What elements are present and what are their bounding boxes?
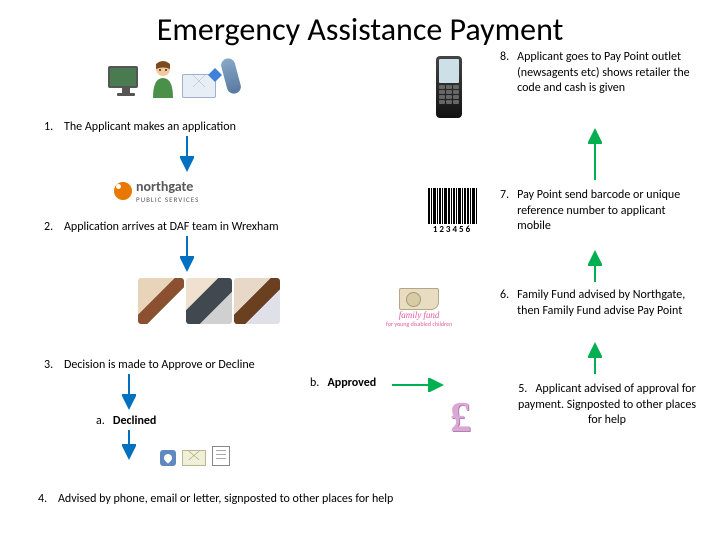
- step2-num: 2.: [44, 220, 53, 234]
- step2-text: 2. Application arrives at DAF team in Wr…: [44, 220, 344, 236]
- people-photos: [138, 278, 280, 324]
- step2-body: Application arrives at DAF team in Wrexh…: [64, 220, 279, 234]
- arrow-1-to-2: [180, 136, 194, 172]
- step6-text: 6. Family Fund advised by Northgate, the…: [500, 288, 700, 319]
- familyfund-icon: family fund for young disabled children: [386, 288, 452, 328]
- familyfund-label: family fund: [399, 310, 440, 320]
- envelope-icon: [182, 74, 216, 98]
- northgate-brand: northgate: [136, 178, 199, 195]
- step1-text: 1. The Applicant makes an application: [44, 120, 324, 136]
- step7-body: Pay Point send barcode or unique referen…: [517, 188, 700, 235]
- small-mail-icon: [182, 450, 206, 466]
- step5-text: 5. Applicant advised of approval for pay…: [512, 382, 702, 429]
- barcode-number: 123456: [433, 224, 472, 235]
- step6-body: Family Fund advised by Northgate, then F…: [517, 288, 700, 319]
- step7-text: 7. Pay Point send barcode or unique refe…: [500, 188, 700, 235]
- person-icon: [148, 60, 178, 98]
- step5-body: Applicant advised of approval for paymen…: [518, 382, 696, 427]
- step3a-num: a.: [96, 414, 105, 428]
- northgate-dot-icon: [114, 182, 132, 200]
- northgate-sub: PUBLIC SERVICES: [136, 195, 199, 204]
- step1-body: The Applicant makes an application: [64, 120, 236, 134]
- step4-num: 4.: [38, 492, 47, 506]
- step3b-text: b. Approved: [310, 376, 376, 392]
- step8-num: 8.: [500, 50, 509, 97]
- step3-num: 3.: [44, 358, 53, 372]
- comm-icons: [160, 446, 230, 466]
- barcode-icon: 123456: [428, 188, 477, 235]
- photo-3: [234, 278, 280, 324]
- phone-handset-icon: [220, 58, 242, 98]
- page-title: Emergency Assistance Payment: [0, 10, 720, 49]
- step3a-text: a. Declined: [96, 414, 156, 430]
- arrow-5-to-6: [588, 342, 602, 374]
- arrow-6-to-7: [588, 250, 602, 282]
- arrow-7-to-8: [588, 128, 602, 180]
- familyfund-sub: for young disabled children: [386, 320, 452, 328]
- arrow-3-to-a: [122, 374, 136, 410]
- step8-body: Applicant goes to Pay Point outlet (news…: [517, 50, 700, 97]
- northgate-logo: northgate PUBLIC SERVICES: [114, 178, 199, 204]
- step4-body: Advised by phone, email or letter, signp…: [58, 492, 393, 506]
- step5-num: 5.: [518, 382, 527, 396]
- step3b-num: b.: [310, 376, 319, 390]
- arrow-b-to-5: [392, 378, 444, 392]
- step1-icons: [108, 58, 242, 98]
- photo-2: [186, 278, 232, 324]
- small-letter-icon: [212, 446, 230, 466]
- step3a-body: Declined: [113, 414, 156, 428]
- step6-num: 6.: [500, 288, 509, 319]
- step3-text: 3. Decision is made to Approve or Declin…: [44, 358, 324, 374]
- small-phone-icon: [160, 450, 176, 466]
- pound-icon: £: [450, 394, 471, 442]
- step3-body: Decision is made to Approve or Decline: [64, 358, 255, 372]
- step1-num: 1.: [44, 120, 53, 134]
- step4-text: 4. Advised by phone, email or letter, si…: [38, 492, 498, 508]
- monitor-icon: [108, 66, 144, 98]
- mobile-phone-icon: [436, 56, 462, 118]
- photo-1: [138, 278, 184, 324]
- arrow-a-to-4: [122, 430, 136, 460]
- arrow-2-to-3: [180, 236, 194, 272]
- step8-text: 8. Applicant goes to Pay Point outlet (n…: [500, 50, 700, 97]
- step3b-body: Approved: [327, 376, 376, 390]
- step7-num: 7.: [500, 188, 509, 235]
